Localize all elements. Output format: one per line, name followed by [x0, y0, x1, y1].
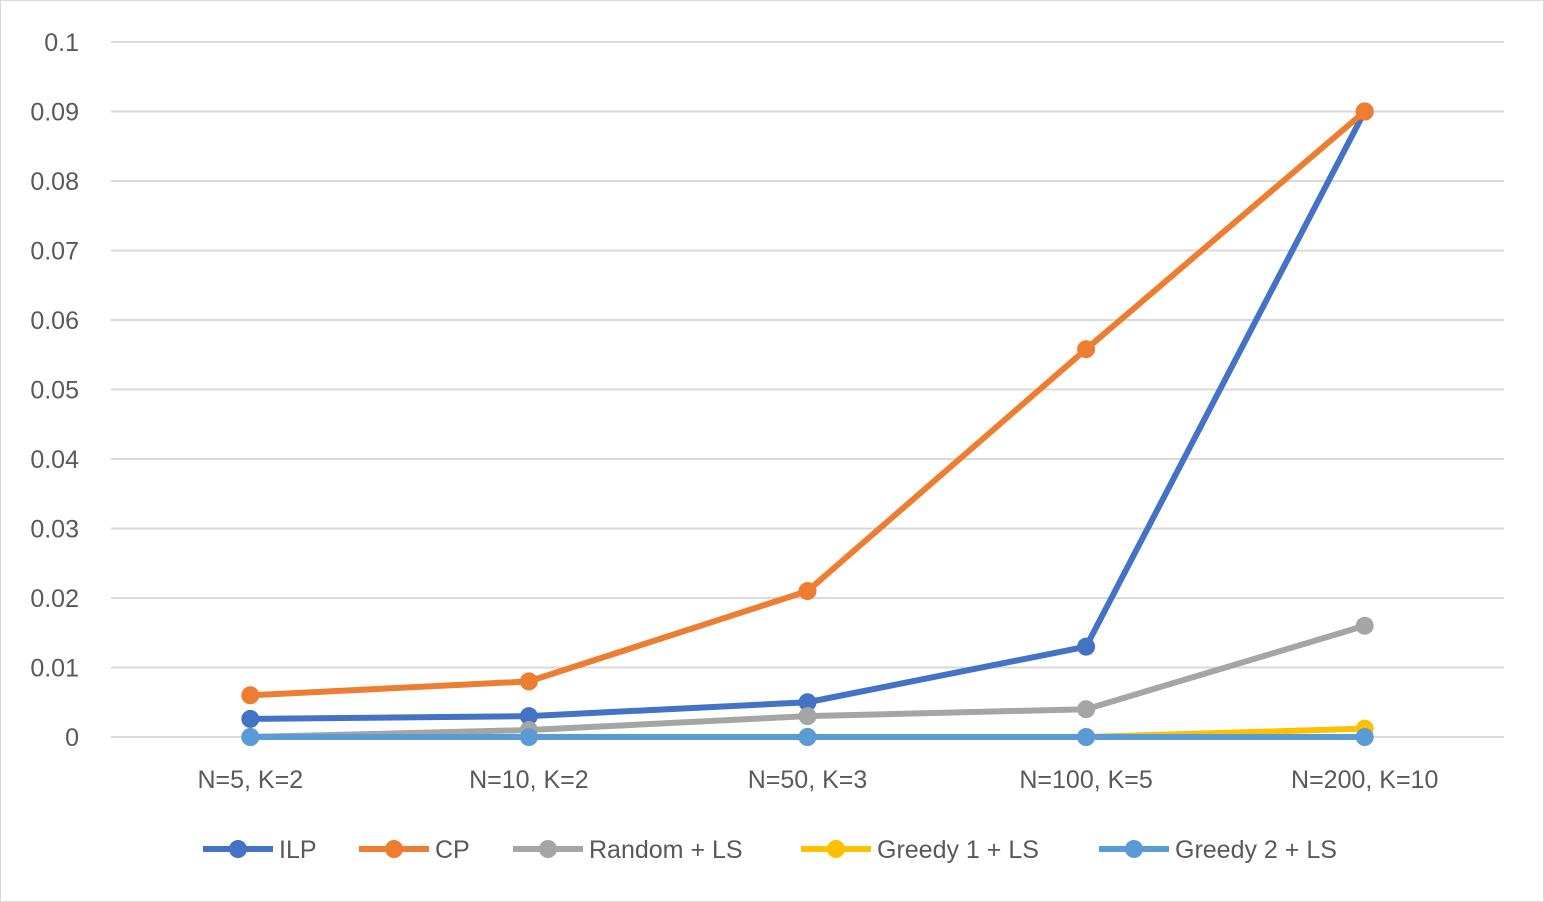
legend-item: Random + LS — [513, 836, 743, 864]
data-point — [519, 728, 538, 746]
legend-item: CP — [359, 836, 470, 864]
data-point — [241, 686, 260, 705]
x-tick-label: N=50, K=3 — [748, 766, 868, 794]
series-lines — [241, 102, 1374, 746]
x-tick-label: N=200, K=10 — [1291, 766, 1438, 794]
data-point — [1077, 728, 1096, 746]
series-3 — [241, 616, 1374, 746]
x-tick-label: N=5, K=2 — [197, 766, 303, 794]
y-tick-label: 0.04 — [30, 446, 79, 474]
legend-item: Greedy 2 + LS — [1099, 836, 1337, 864]
data-point — [519, 672, 538, 691]
series-line — [247, 108, 1368, 722]
data-point — [1077, 340, 1096, 359]
data-point — [1355, 102, 1374, 121]
data-point — [798, 582, 817, 601]
legend-label: Greedy 1 + LS — [877, 836, 1039, 864]
series-5 — [241, 728, 1374, 746]
data-point — [798, 707, 817, 726]
y-tick-label: 0.08 — [30, 168, 79, 196]
data-point — [798, 693, 817, 712]
x-tick-label: N=10, K=2 — [469, 766, 589, 794]
legend-label: ILP — [279, 836, 317, 864]
data-point — [519, 707, 538, 726]
y-tick-label: 0.05 — [30, 377, 79, 405]
data-point — [1077, 700, 1096, 719]
x-tick-label: N=100, K=5 — [1019, 766, 1152, 794]
legend-item: ILP — [203, 836, 317, 864]
y-tick-label: 0.06 — [30, 307, 79, 335]
series-line — [247, 108, 1368, 699]
data-point — [241, 728, 260, 746]
data-point — [798, 728, 817, 746]
legend-swatch-marker — [385, 840, 403, 858]
legend-label: Random + LS — [589, 836, 743, 864]
data-point — [241, 709, 260, 728]
x-axis-ticks: N=5, K=2 N=10, K=2 N=50, K=3 N=100, K=5 N=20… — [197, 766, 1438, 794]
data-point — [1077, 637, 1096, 656]
legend-swatch-marker — [1125, 840, 1143, 858]
y-tick-label: 0.02 — [30, 585, 79, 613]
legend-swatch-marker — [229, 840, 247, 858]
legend-label: CP — [435, 836, 470, 864]
legend-swatch-marker — [539, 840, 557, 858]
series-2 — [241, 102, 1374, 705]
gridlines — [111, 41, 1504, 738]
legend-swatch-marker — [827, 840, 845, 858]
y-tick-label: 0.03 — [30, 516, 79, 544]
legend: ILP CP Random + LS Greedy 1 + LS Greedy 2 + … — [203, 836, 1337, 864]
series-1 — [241, 102, 1374, 728]
y-axis-ticks: 0 0.01 0.02 0.03 0.04 0.05 0.06 0.07 0.08 0.09 0.1 — [30, 29, 79, 752]
data-point — [1355, 616, 1374, 635]
y-tick-label: 0.1 — [44, 29, 79, 57]
y-tick-label: 0.07 — [30, 238, 79, 266]
y-tick-label: 0.01 — [30, 655, 79, 683]
y-tick-label: 0 — [65, 724, 79, 752]
legend-item: Greedy 1 + LS — [801, 836, 1039, 864]
y-tick-label: 0.09 — [30, 99, 79, 127]
data-point — [1355, 728, 1374, 746]
legend-label: Greedy 2 + LS — [1175, 836, 1337, 864]
